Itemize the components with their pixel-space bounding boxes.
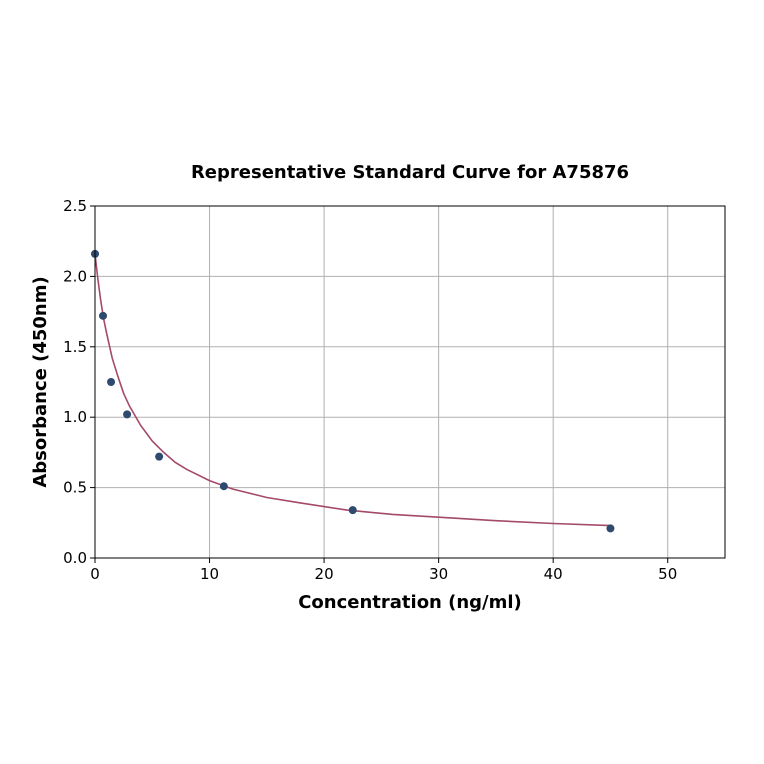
plot-frame — [94, 205, 726, 559]
data-point — [123, 410, 132, 419]
y-axis-ticks: 0.0 0.5 1.0 1.5 2.0 2.5 — [63, 197, 95, 567]
data-point — [107, 378, 116, 386]
x-tick-label: 30 — [429, 565, 448, 583]
y-tick-label: 0.5 — [63, 479, 87, 497]
y-tick-label: 1.0 — [63, 408, 87, 426]
fit-curve-layer — [94, 253, 611, 527]
x-axis-label: Concentration (ng/ml) — [298, 592, 522, 613]
y-axis-label: Absorbance (450nm) — [30, 276, 51, 487]
x-tick-label: 10 — [200, 565, 219, 583]
x-tick-label: 20 — [315, 565, 334, 583]
y-tick-label: 0.0 — [63, 549, 87, 567]
data-point — [155, 452, 164, 461]
x-axis-ticks: 0 10 20 30 40 50 — [90, 558, 677, 583]
x-tick-label: 0 — [90, 565, 100, 583]
data-point — [606, 524, 615, 533]
chart-title: Representative Standard Curve for A75876 — [191, 162, 629, 183]
data-point — [219, 482, 228, 491]
data-point — [348, 506, 357, 515]
data-points-layer — [91, 249, 615, 533]
fit-curve-line — [94, 253, 611, 527]
y-tick-label: 2.0 — [63, 267, 87, 285]
x-tick-label: 50 — [658, 565, 677, 583]
y-tick-label: 2.5 — [63, 197, 87, 215]
x-tick-label: 40 — [544, 565, 563, 583]
y-tick-label: 1.5 — [63, 338, 87, 356]
data-point — [99, 311, 108, 320]
